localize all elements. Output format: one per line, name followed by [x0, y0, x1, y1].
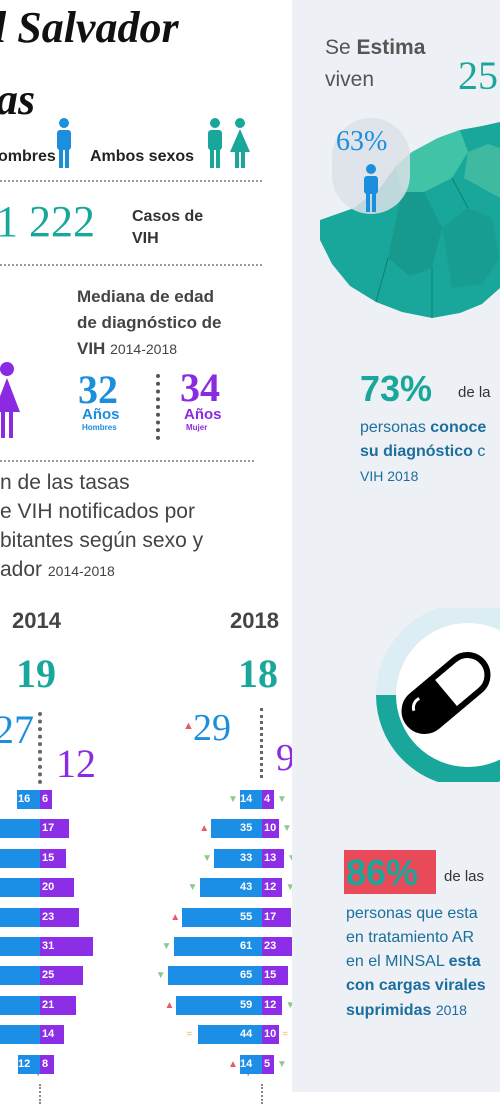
- rates-title: n de las tasas e VIH notificados por bit…: [0, 468, 203, 586]
- page-title: l Salvador: [0, 3, 179, 52]
- pyramid-2014-total: 19: [16, 651, 56, 696]
- estimate-line1-pre: Se: [325, 36, 351, 59]
- pyramid-2018-year: 2018: [230, 608, 279, 633]
- page-title-line2: as: [0, 75, 36, 124]
- diagnosis-line2-pre: personas: [360, 419, 426, 436]
- pyramid-2014-women: 12: [56, 741, 96, 786]
- pyramid-2018-women: 9: [276, 737, 292, 779]
- pyramid-2018-divider: [260, 708, 263, 778]
- diagnosis-pct: 73%: [360, 368, 433, 409]
- cases-number: 1 222: [0, 197, 95, 246]
- viral-year: 2018: [435, 1002, 467, 1018]
- estimate-line1-bold: Estima: [356, 36, 426, 59]
- map-pct: 63%: [336, 126, 388, 157]
- median-men-value: 32: [78, 367, 118, 412]
- left-panel: l Salvador as ombres Ambos sexos 1 222 C…: [0, 3, 292, 1076]
- diagnosis-text: personas conoce su diagnóstico c VIH 201…: [360, 416, 486, 488]
- right-panel: Se Estima viven 25 63% 73% de la persona…: [292, 0, 500, 1092]
- viral-line1: personas que esta: [346, 905, 478, 922]
- median-title-line3: VIH: [77, 339, 106, 358]
- median-men-unit: Años: [82, 406, 120, 423]
- men-label: ombres: [0, 148, 56, 165]
- cases-label-line2: VIH: [132, 230, 159, 247]
- median-women-unit: Años: [184, 406, 222, 423]
- diagnosis-pct-suffix: de la: [458, 384, 491, 401]
- woman-icon: [0, 362, 20, 438]
- pyramid-2014-year: 2014: [12, 608, 61, 633]
- viral-line5: suprimidas: [346, 1002, 432, 1019]
- both-sexes-label: Ambos sexos: [90, 148, 195, 165]
- pyramid-2018-men-up-arrow: ▲: [183, 720, 194, 732]
- pyramid-2018-men: 29: [193, 707, 231, 749]
- pill-icon: [401, 652, 491, 734]
- estimate-line2: viven: [325, 68, 375, 91]
- couple-icon: [208, 118, 250, 168]
- viral-pct: 86%: [346, 852, 419, 893]
- rates-line4: ador: [0, 558, 43, 581]
- rates-line3: bitantes según sexo y: [0, 529, 204, 552]
- diagnosis-line4: VIH 2018: [360, 468, 419, 484]
- viral-line2: en tratamiento AR: [346, 929, 475, 946]
- cases-label-line1: Casos de: [132, 208, 204, 225]
- pyramid-2014-men: 27: [0, 707, 34, 752]
- pyramid-2018-bottom: 0|0: [240, 1062, 257, 1076]
- estimate-number: 25: [458, 53, 498, 98]
- median-women-label: Mujer: [186, 423, 208, 432]
- pyramid-2014-bottom: 0|0: [30, 1062, 47, 1076]
- diagnosis-line3-suffix: c: [477, 443, 486, 460]
- median-divider: [156, 374, 160, 440]
- man-icon: [57, 118, 71, 168]
- el-salvador-map: [320, 122, 500, 318]
- diagnosis-line2-bold: conoce: [430, 419, 487, 436]
- median-years: 2014-2018: [110, 341, 178, 357]
- median-title-line1: Mediana de edad: [77, 287, 214, 306]
- pyramid-2018-total: 18: [238, 651, 278, 696]
- median-men-label: Hombres: [82, 423, 117, 432]
- rates-line1: n de las tasas: [0, 471, 130, 494]
- viral-text: personas que esta en tratamiento AR en e…: [346, 902, 486, 1023]
- median-age-title: Mediana de edad de diagnóstico de VIH 20…: [77, 284, 222, 362]
- rates-years: 2014-2018: [47, 563, 115, 579]
- viral-line4: con cargas virales: [346, 977, 486, 994]
- rates-line2: e VIH notificados por: [0, 500, 195, 523]
- cases-label: Casos de VIH: [132, 206, 203, 250]
- man-icon-map: [364, 164, 378, 212]
- estimate-text: Se Estima viven: [325, 32, 425, 96]
- diagnosis-line3: su diagnóstico: [360, 443, 473, 460]
- viral-line3-pre: en el MINSAL: [346, 953, 445, 970]
- viral-pct-suffix: de las: [444, 868, 485, 885]
- pyramid-2014-divider: [38, 712, 42, 784]
- median-women-value: 34: [180, 365, 220, 410]
- viral-line3-bold: esta: [448, 953, 481, 970]
- viral-pct-highlight: [344, 850, 436, 894]
- median-title-line2: de diagnóstico de: [77, 313, 222, 332]
